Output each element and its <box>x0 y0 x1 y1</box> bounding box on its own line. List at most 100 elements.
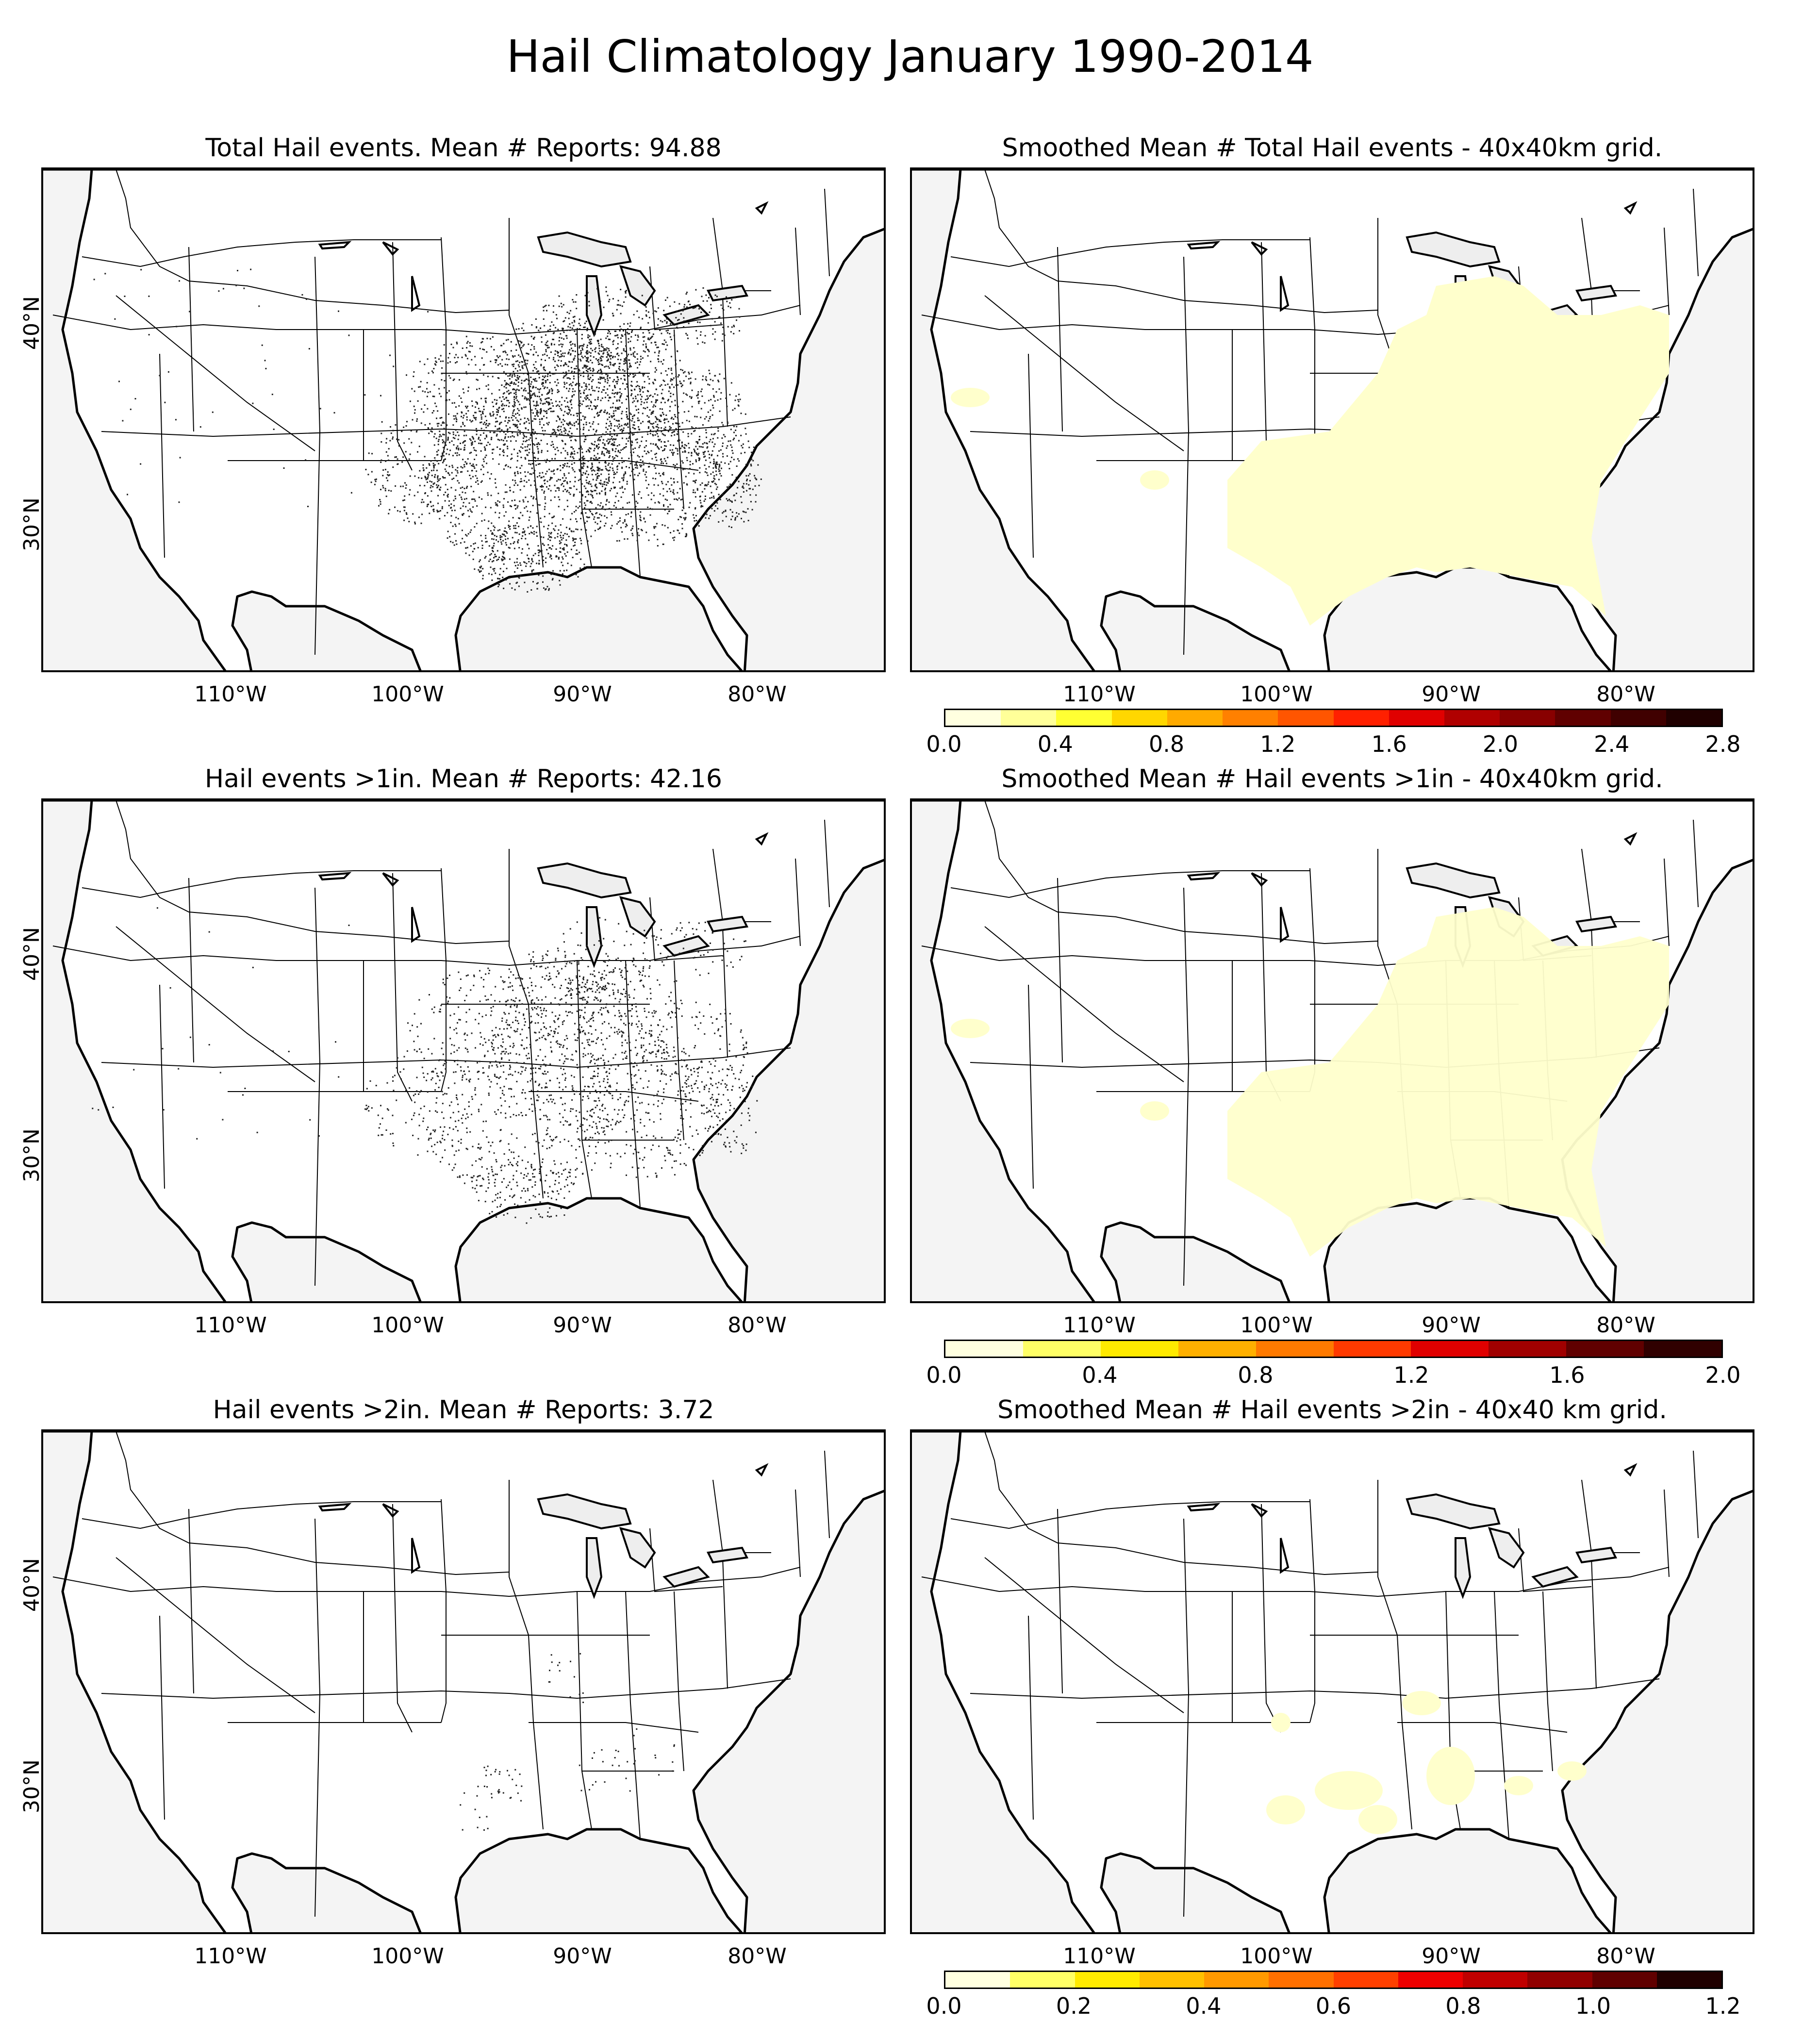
report-point <box>622 335 624 337</box>
report-point <box>733 437 735 439</box>
report-point <box>517 401 519 403</box>
report-point <box>683 317 685 319</box>
report-point <box>530 496 532 497</box>
report-point <box>573 545 575 547</box>
report-point <box>623 473 625 475</box>
report-point <box>677 499 678 501</box>
report-point <box>455 525 457 527</box>
report-point <box>532 431 534 433</box>
report-point <box>596 458 598 460</box>
report-point <box>564 432 566 434</box>
report-point <box>439 1141 441 1143</box>
report-point <box>533 392 535 394</box>
report-point <box>505 538 507 540</box>
report-point <box>611 425 612 427</box>
state-border <box>101 1047 791 1068</box>
report-point <box>448 390 450 392</box>
report-point <box>586 450 588 452</box>
report-point <box>547 544 549 546</box>
report-point <box>440 510 441 512</box>
report-point <box>535 326 537 328</box>
report-point <box>559 417 561 419</box>
report-point <box>723 378 725 380</box>
report-point <box>617 343 619 345</box>
report-point <box>643 350 645 352</box>
report-point <box>558 305 560 307</box>
report-point <box>485 506 487 508</box>
report-point <box>498 556 500 558</box>
report-point <box>178 501 180 503</box>
report-point <box>590 459 592 461</box>
report-point <box>692 307 694 309</box>
report-point <box>642 373 644 375</box>
report-point <box>519 369 521 371</box>
report-point <box>542 472 544 474</box>
report-point <box>573 422 575 424</box>
report-point <box>713 459 715 460</box>
report-point <box>387 480 389 481</box>
report-point <box>529 422 530 424</box>
report-point <box>510 466 512 468</box>
report-point <box>448 474 450 476</box>
report-point <box>572 1183 574 1185</box>
report-point <box>437 444 439 446</box>
report-point <box>485 423 487 425</box>
report-point <box>442 442 444 444</box>
report-point <box>403 442 405 444</box>
report-point <box>593 429 595 431</box>
report-point <box>558 558 560 560</box>
report-point <box>563 365 564 366</box>
report-point <box>671 484 673 486</box>
report-point <box>512 374 513 376</box>
report-point <box>573 358 575 360</box>
state-border <box>984 169 1378 314</box>
report-point <box>566 482 568 484</box>
report-point <box>483 364 485 366</box>
report-point <box>543 369 545 370</box>
report-point <box>710 409 711 411</box>
report-point <box>711 454 713 456</box>
report-point <box>424 391 426 393</box>
report-point <box>561 539 563 541</box>
report-point <box>647 337 649 339</box>
report-point <box>544 353 546 355</box>
report-point <box>441 417 443 418</box>
report-point <box>696 453 698 455</box>
report-point <box>677 481 678 483</box>
report-point <box>389 509 391 511</box>
report-point <box>570 367 572 368</box>
report-point <box>733 332 735 334</box>
report-point <box>477 1147 479 1149</box>
report-point <box>505 464 507 466</box>
report-point <box>570 399 572 401</box>
report-point <box>658 355 660 357</box>
report-point <box>515 440 517 442</box>
report-point <box>470 451 472 453</box>
report-point <box>218 290 220 292</box>
report-point <box>631 385 633 387</box>
report-point <box>517 455 519 457</box>
report-point <box>579 421 580 423</box>
report-point <box>555 525 557 527</box>
smoothed-field-layer <box>951 276 1669 626</box>
report-point <box>697 321 699 323</box>
report-point <box>544 460 546 462</box>
report-point <box>613 365 615 366</box>
report-point <box>662 414 664 415</box>
report-point <box>444 428 446 430</box>
report-point <box>494 431 496 433</box>
report-point <box>478 408 480 410</box>
report-point <box>756 479 758 481</box>
report-point <box>472 476 474 478</box>
report-point <box>510 350 512 352</box>
report-point <box>570 453 572 455</box>
report-point <box>381 459 382 461</box>
report-point <box>488 545 490 547</box>
report-point <box>599 382 601 384</box>
report-point <box>563 485 564 487</box>
report-point <box>602 356 604 358</box>
report-point <box>518 526 520 528</box>
report-point <box>680 385 682 387</box>
report-point <box>612 343 614 345</box>
report-point <box>567 433 569 435</box>
